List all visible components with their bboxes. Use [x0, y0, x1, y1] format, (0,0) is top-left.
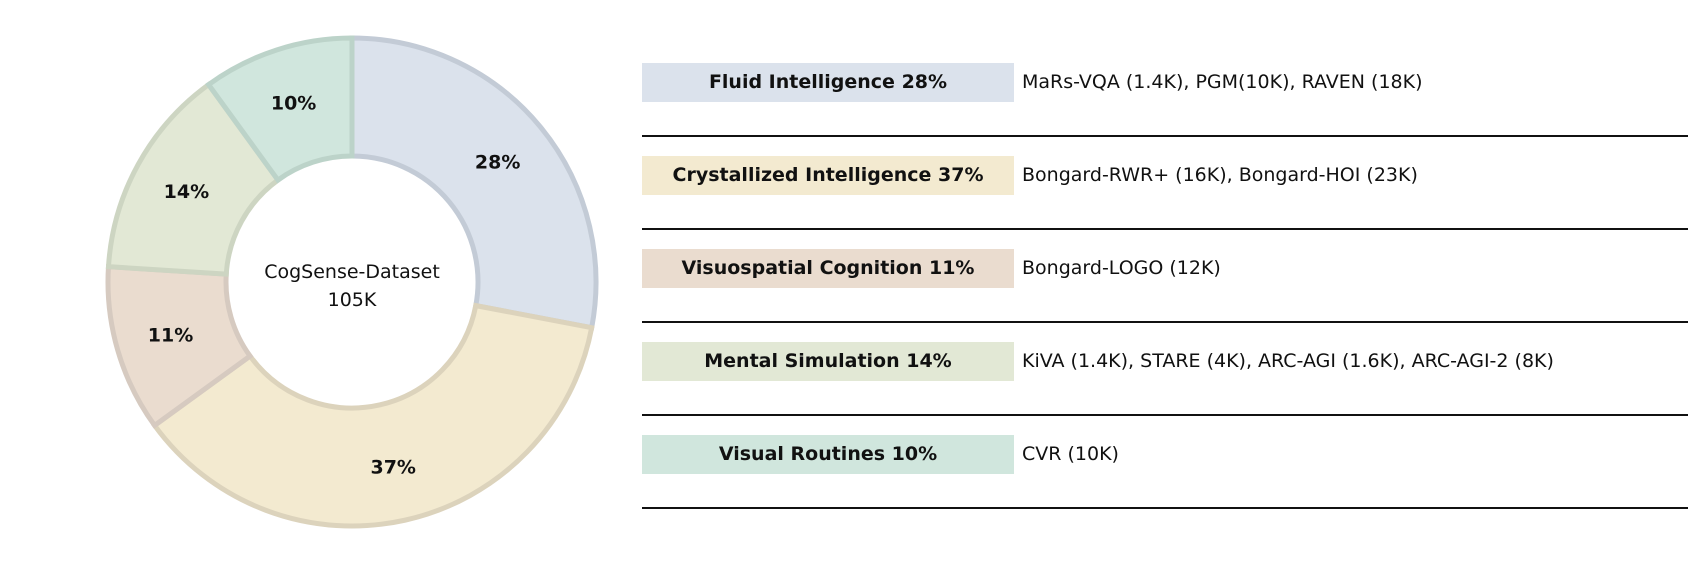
category-datasets: CVR (10K): [1022, 443, 1119, 465]
category-label: Mental Simulation 14%: [642, 342, 1014, 381]
legend-row: Visuospatial Cognition 11% Bongard-LOGO …: [642, 249, 1688, 342]
row-divider: [642, 321, 1688, 323]
slice-label: 11%: [148, 325, 193, 347]
category-datasets: KiVA (1.4K), STARE (4K), ARC-AGI (1.6K),…: [1022, 350, 1554, 372]
category-datasets: Bongard-RWR+ (16K), Bongard-HOI (23K): [1022, 164, 1418, 186]
legend-row: Visual Routines 10% CVR (10K): [642, 435, 1688, 528]
category-label: Visuospatial Cognition 11%: [642, 249, 1014, 288]
slice-label: 37%: [370, 456, 415, 478]
legend-row: Crystallized Intelligence 37% Bongard-RW…: [642, 156, 1688, 249]
row-divider: [642, 507, 1688, 509]
donut-chart: 28% 37% 11% 14% 10% CogSense-Dataset 105K: [105, 35, 599, 529]
category-label: Fluid Intelligence 28%: [642, 63, 1014, 102]
row-divider: [642, 228, 1688, 230]
category-label: Crystallized Intelligence 37%: [642, 156, 1014, 195]
donut-slice: [151, 302, 595, 529]
legend-row: Mental Simulation 14% KiVA (1.4K), STARE…: [642, 342, 1688, 435]
center-label-title: CogSense-Dataset: [264, 261, 440, 283]
category-datasets: Bongard-LOGO (12K): [1022, 257, 1221, 279]
slice-label: 28%: [475, 152, 520, 174]
row-divider: [642, 135, 1688, 137]
slice-label: 14%: [164, 181, 209, 203]
donut-slice: [205, 35, 355, 184]
legend-row: Fluid Intelligence 28% MaRs-VQA (1.4K), …: [642, 63, 1688, 156]
donut-slice: [349, 35, 599, 331]
center-label-total: 105K: [328, 289, 377, 311]
slice-label: 10%: [271, 92, 316, 114]
category-label: Visual Routines 10%: [642, 435, 1014, 474]
donut-slice: [105, 81, 282, 277]
row-divider: [642, 414, 1688, 416]
category-datasets: MaRs-VQA (1.4K), PGM(10K), RAVEN (18K): [1022, 71, 1423, 93]
